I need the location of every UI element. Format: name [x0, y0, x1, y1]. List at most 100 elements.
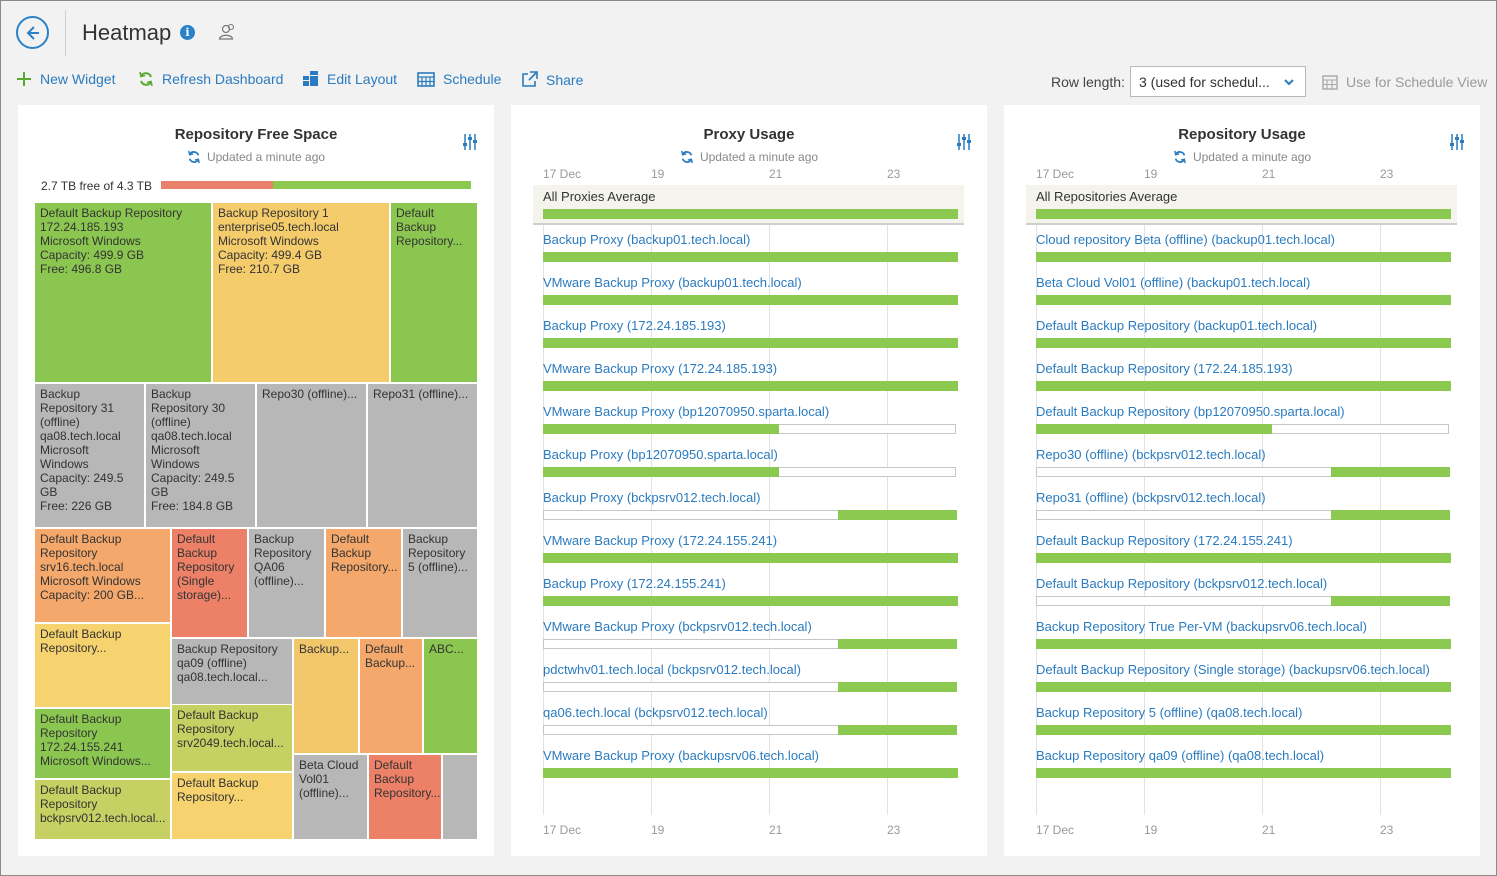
grid-line — [1262, 185, 1263, 815]
usage-bar-fill — [838, 725, 957, 735]
usage-row-link[interactable]: Backup Proxy (bp12070950.sparta.local) — [543, 447, 778, 462]
treemap-cell[interactable]: Default Backup Repository... — [171, 772, 293, 840]
usage-row-link[interactable]: Default Backup Repository (172.24.185.19… — [1036, 361, 1293, 376]
treemap-cell[interactable]: Default Backup Repository 172.24.185.193… — [34, 202, 212, 383]
usage-bar — [543, 295, 958, 305]
proxy-usage-widget: Proxy Usage Updated a minute ago 17 Dec 1… — [511, 105, 987, 856]
treemap-cell[interactable]: Backup Repository qa09 (offline) qa08.te… — [171, 638, 293, 708]
widget-title: Repository Usage — [1178, 126, 1306, 143]
widget-settings-icon[interactable] — [957, 134, 971, 155]
usage-bar — [1036, 596, 1450, 606]
treemap-cell[interactable]: ABC... — [423, 638, 478, 754]
treemap-cell[interactable]: Backup Repository 31 (offline) qa08.tech… — [34, 383, 145, 528]
edit-layout-button[interactable]: Edit Layout — [302, 71, 397, 87]
treemap-cell[interactable]: Default Backup Repository... — [34, 623, 171, 708]
usage-row-link[interactable]: Backup Proxy (backup01.tech.local) — [543, 232, 751, 247]
usage-row-link[interactable]: Default Backup Repository (bp12070950.sp… — [1036, 404, 1345, 419]
treemap: Default Backup Repository 172.24.185.193… — [34, 202, 478, 840]
usage-bar-fill — [543, 209, 958, 219]
usage-bar-fill — [543, 553, 958, 563]
usage-row-link[interactable]: Default Backup Repository (bckpsrv012.te… — [1036, 576, 1328, 591]
row-length-value: 3 (used for schedul... — [1139, 74, 1270, 90]
grid-line — [1036, 185, 1037, 815]
edit-layout-label: Edit Layout — [327, 71, 398, 87]
header-divider — [65, 10, 66, 56]
treemap-cell[interactable]: Default Backup... — [359, 638, 423, 754]
usage-bar — [1036, 209, 1451, 219]
usage-bar-fill — [1036, 295, 1451, 305]
treemap-cell[interactable]: Default Backup Repository... — [368, 754, 442, 840]
treemap-cell[interactable]: Backup Repository 30 (offline) qa08.tech… — [145, 383, 256, 528]
treemap-cell[interactable]: Default Backup Repository srv2049.tech.l… — [171, 704, 293, 772]
usage-row-link[interactable]: VMware Backup Proxy (bckpsrv012.tech.loc… — [543, 619, 812, 634]
grid-line — [651, 185, 652, 815]
grid-line — [543, 185, 544, 815]
usage-row-link[interactable]: qa06.tech.local (bckpsrv012.tech.local) — [543, 705, 768, 720]
row-length-select[interactable]: 3 (used for schedul... — [1130, 66, 1306, 97]
usage-row-link[interactable]: Default Backup Repository (backup01.tech… — [1036, 318, 1318, 333]
treemap-cell[interactable]: Default Backup Repository (Single storag… — [171, 528, 248, 638]
back-button[interactable] — [16, 16, 49, 49]
treemap-cell[interactable]: Default Backup Repository... — [390, 202, 478, 383]
refresh-icon — [138, 71, 154, 87]
usage-row-link[interactable]: Beta Cloud Vol01 (offline) (backup01.tec… — [1036, 275, 1311, 290]
usage-row-link[interactable]: VMware Backup Proxy (172.24.185.193) — [543, 361, 778, 376]
usage-row-link[interactable]: Backup Proxy (172.24.185.193) — [543, 318, 726, 333]
treemap-cell[interactable]: Repo31 (offline)... — [367, 383, 478, 528]
treemap-cell[interactable]: Default Backup Repository 172.24.155.241… — [34, 708, 171, 779]
treemap-cell[interactable]: Backup Repository 1 enterprise05.tech.lo… — [212, 202, 390, 383]
schedule-label: Schedule — [443, 71, 502, 87]
new-widget-button[interactable]: New Widget — [16, 71, 115, 87]
treemap-cell[interactable]: Default Backup Repository... — [325, 528, 402, 638]
schedule-button[interactable]: Schedule — [417, 71, 501, 87]
usage-row-link[interactable]: pdctwhv01.tech.local (bckpsrv012.tech.lo… — [543, 662, 801, 677]
info-icon[interactable]: i — [180, 25, 195, 40]
usage-bar-fill — [543, 424, 780, 434]
usage-row-link[interactable]: Repo31 (offline) (bckpsrv012.tech.local) — [1036, 490, 1266, 505]
usage-row-link[interactable]: Backup Proxy (bckpsrv012.tech.local) — [543, 490, 761, 505]
tick-label: 23 — [1380, 167, 1394, 181]
usage-row-link[interactable]: VMware Backup Proxy (bp12070950.sparta.l… — [543, 404, 830, 419]
usage-row-link[interactable]: Backup Proxy (172.24.155.241) — [543, 576, 726, 591]
widget-title: Proxy Usage — [703, 126, 795, 143]
use-for-schedule-view-label: Use for Schedule View — [1346, 74, 1488, 90]
refresh-dashboard-button[interactable]: Refresh Dashboard — [138, 71, 283, 87]
usage-row-link[interactable]: Cloud repository Beta (offline) (backup0… — [1036, 232, 1335, 247]
widget-settings-icon[interactable] — [1450, 134, 1464, 155]
treemap-cell[interactable]: Backup Repository 5 (offline)... — [402, 528, 478, 638]
usage-bar-fill — [1036, 381, 1451, 391]
free-space-bar — [161, 181, 471, 189]
usage-row-link[interactable]: VMware Backup Proxy (backupsrv06.tech.lo… — [543, 748, 820, 763]
row-length-label: Row length: — [1051, 74, 1125, 90]
treemap-cell[interactable]: Beta Cloud Vol01 (offline)... — [293, 754, 368, 840]
treemap-cell[interactable]: Backup Repository QA06 (offline)... — [248, 528, 325, 638]
usage-row-link[interactable]: Default Backup Repository (Single storag… — [1036, 662, 1430, 677]
treemap-cell[interactable]: Default Backup Repository bckpsrv012.tec… — [34, 779, 171, 840]
refresh-icon[interactable] — [187, 150, 201, 167]
usage-row-link[interactable]: Backup Repository True Per-VM (backupsrv… — [1036, 619, 1367, 634]
share-button[interactable]: Share — [521, 71, 583, 88]
usage-bar-fill — [1036, 553, 1451, 563]
grid-line — [769, 185, 770, 815]
usage-bar — [543, 381, 958, 391]
usage-row-link[interactable]: Repo30 (offline) (bckpsrv012.tech.local) — [1036, 447, 1266, 462]
widget-settings-icon[interactable] — [463, 134, 477, 155]
usage-row-link[interactable]: Backup Repository 5 (offline) (qa08.tech… — [1036, 705, 1303, 720]
treemap-cell[interactable]: Backup... — [293, 638, 359, 754]
updated-text: Updated a minute ago — [206, 150, 326, 164]
tick-label: 23 — [887, 823, 901, 837]
treemap-cell[interactable]: Repo30 (offline)... — [256, 383, 367, 528]
use-for-schedule-view-checkbox[interactable]: Use for Schedule View — [1322, 74, 1487, 90]
treemap-cell[interactable]: Default Backup Repository srv16.tech.loc… — [34, 528, 171, 623]
refresh-icon[interactable] — [680, 150, 694, 167]
usage-row-link[interactable]: Backup Repository qa09 (offline) (qa08.t… — [1036, 748, 1325, 763]
treemap-cell[interactable] — [442, 754, 478, 840]
usage-row-link[interactable]: VMware Backup Proxy (172.24.155.241) — [543, 533, 778, 548]
usage-bar-fill — [1331, 510, 1450, 520]
tick-label: 23 — [887, 167, 901, 181]
usage-bar — [1036, 252, 1451, 262]
usage-row-link[interactable]: VMware Backup Proxy (backup01.tech.local… — [543, 275, 802, 290]
shared-users-icon[interactable] — [218, 23, 238, 46]
usage-row-link[interactable]: Default Backup Repository (172.24.155.24… — [1036, 533, 1293, 548]
refresh-icon[interactable] — [1173, 150, 1187, 167]
